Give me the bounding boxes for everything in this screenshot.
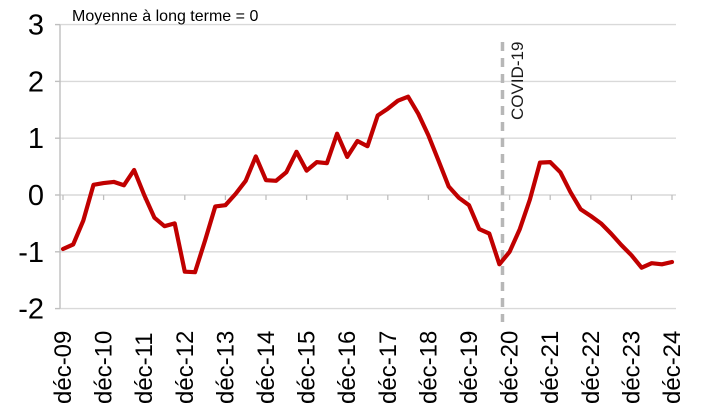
y-axis-tick-label: 0 [28,180,44,212]
x-axis-tick-label: déc-16 [334,331,361,404]
y-axis-tick-label: 3 [28,10,44,42]
x-axis-tick-label: déc-09 [50,331,77,404]
y-axis-tick-label: 1 [28,123,44,155]
x-axis-tick-label: déc-13 [212,331,239,404]
x-axis-tick-label: déc-20 [497,331,524,404]
x-axis-tick-label: déc-12 [172,331,199,404]
y-axis-tick-label: -1 [18,237,44,269]
x-axis-tick-label: déc-18 [415,331,442,404]
x-axis-tick-label: déc-22 [578,331,605,404]
x-axis-tick-label: déc-10 [91,331,118,404]
x-axis-tick-label: déc-24 [659,331,686,404]
chart-title: Moyenne à long terme = 0 [72,8,258,25]
x-axis-tick-label: déc-11 [131,332,158,404]
x-axis-tick-label: déc-19 [456,331,483,404]
y-axis-tick-label: -2 [18,294,44,326]
y-axis-tick-label: 2 [28,66,44,98]
x-axis-tick-label: déc-21 [537,331,564,404]
x-axis-tick-label: déc-23 [618,331,645,404]
x-axis-tick-label: déc-15 [294,331,321,404]
data-line [60,94,675,275]
covid-annotation-label: COVID-19 [508,42,527,120]
x-axis-tick-label: déc-17 [375,331,402,404]
x-axis-tick-label: déc-14 [253,331,280,404]
